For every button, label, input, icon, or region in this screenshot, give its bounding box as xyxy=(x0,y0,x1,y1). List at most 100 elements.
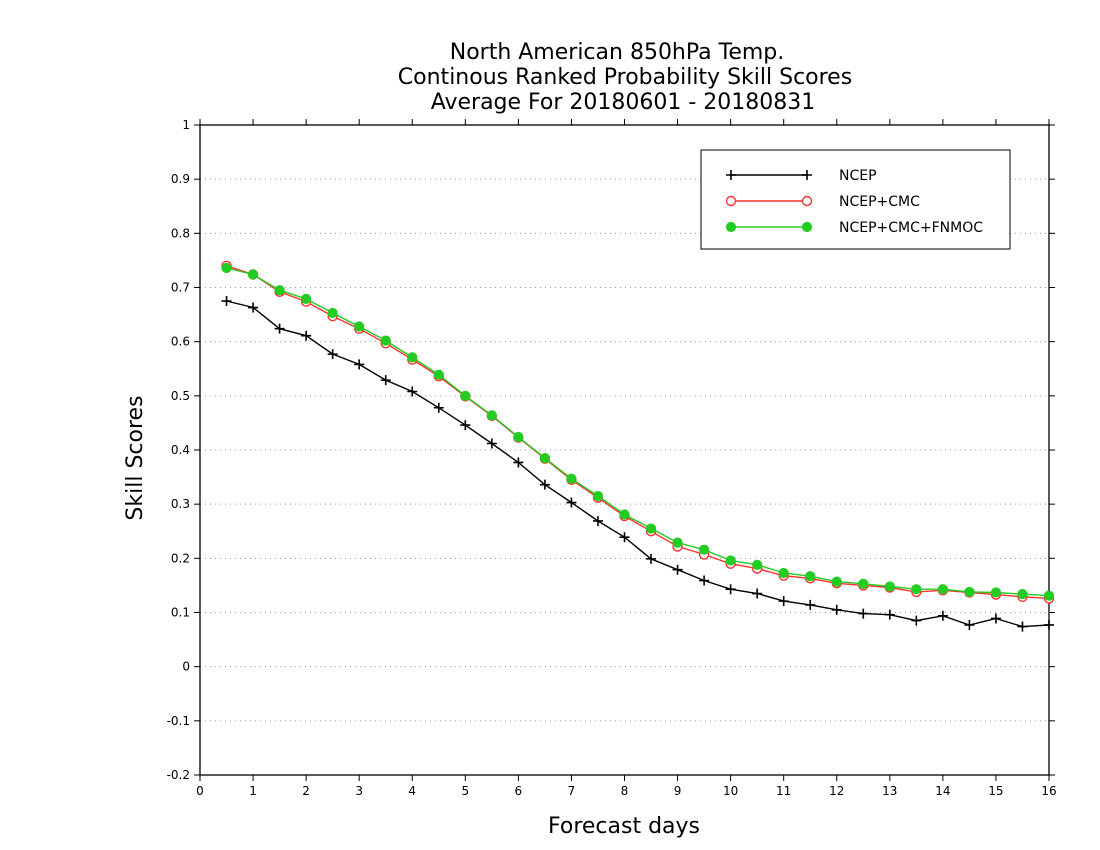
data-point xyxy=(486,410,497,421)
data-point xyxy=(752,588,763,599)
y-tick-label: 0.9 xyxy=(171,172,190,186)
data-point xyxy=(460,420,471,431)
x-axis-label: Forecast days xyxy=(548,814,700,839)
x-tick-label: 0 xyxy=(196,784,204,798)
y-tick-label: -0.1 xyxy=(167,714,190,728)
y-tick-label: 1 xyxy=(182,118,190,132)
data-point xyxy=(407,386,418,397)
data-point xyxy=(831,576,842,587)
data-point xyxy=(646,553,657,564)
data-point xyxy=(380,375,391,386)
y-tick-label: -0.2 xyxy=(167,768,190,782)
series-ncep-cmc xyxy=(221,260,1055,604)
data-point xyxy=(566,473,577,484)
data-point xyxy=(274,323,285,334)
data-point xyxy=(831,604,842,615)
data-point xyxy=(645,523,657,534)
data-point xyxy=(539,453,551,464)
data-point xyxy=(699,575,710,586)
data-point xyxy=(778,596,789,607)
y-tick-label: 0.3 xyxy=(171,497,190,511)
data-point xyxy=(937,584,948,595)
legend-box xyxy=(700,149,1011,250)
data-point xyxy=(460,390,471,401)
data-point xyxy=(433,402,444,413)
data-point xyxy=(937,610,948,621)
legend: NCEP NCEP+CMC NCEP+CMC+FNMOC xyxy=(700,149,1011,250)
data-point xyxy=(672,537,683,548)
data-point xyxy=(539,479,550,490)
data-point xyxy=(380,335,391,346)
data-point xyxy=(1017,621,1028,632)
data-point xyxy=(725,584,736,595)
data-point xyxy=(407,352,418,363)
data-point xyxy=(1017,588,1028,600)
x-tick-label: 4 xyxy=(408,784,416,798)
gridlines xyxy=(200,178,1049,722)
y-tick-label: 0.7 xyxy=(171,281,190,295)
data-point xyxy=(221,296,232,307)
data-point xyxy=(801,195,813,207)
x-tick-label: 16 xyxy=(1041,784,1056,798)
data-point xyxy=(486,438,497,449)
x-tick-label: 15 xyxy=(988,784,1003,798)
chart-title-line-2: Continous Ranked Probability Skill Score… xyxy=(398,65,852,90)
legend-label: NCEP xyxy=(839,168,877,184)
series-ncep xyxy=(221,296,1054,632)
data-point xyxy=(301,293,312,304)
data-point xyxy=(301,330,312,341)
x-tick-label: 5 xyxy=(461,784,469,798)
data-point xyxy=(911,615,922,626)
data-point xyxy=(433,369,444,380)
data-point xyxy=(592,490,604,502)
legend-label: NCEP+CMC+FNMOC xyxy=(839,220,983,236)
x-tick-label: 7 xyxy=(568,784,576,798)
data-point xyxy=(619,532,630,543)
data-point xyxy=(327,349,338,360)
data-point xyxy=(698,544,710,555)
data-point xyxy=(619,509,630,520)
y-tick-label: 0.5 xyxy=(171,389,190,403)
data-point xyxy=(592,515,603,526)
y-tick-label: 0.8 xyxy=(171,226,190,240)
y-tick-label: 0.1 xyxy=(171,606,190,620)
data-point xyxy=(725,555,736,566)
data-point xyxy=(990,613,1001,624)
x-tick-label: 6 xyxy=(515,784,523,798)
data-point xyxy=(725,195,737,207)
data-point xyxy=(964,619,975,630)
y-axis-label: Skill Scores xyxy=(123,395,148,520)
legend-item: NCEP xyxy=(726,168,877,184)
x-tick-label: 9 xyxy=(674,784,682,798)
data-point xyxy=(990,587,1002,598)
data-point xyxy=(911,584,922,595)
data-point xyxy=(778,567,789,579)
data-point xyxy=(354,321,365,332)
data-point xyxy=(354,359,365,370)
series-line xyxy=(226,267,1050,597)
data-point xyxy=(884,609,895,620)
data-point xyxy=(513,431,524,443)
x-tick-label: 12 xyxy=(829,784,844,798)
data-point xyxy=(327,307,338,319)
x-tick-label: 11 xyxy=(776,784,791,798)
data-point xyxy=(726,170,736,180)
x-tick-label: 14 xyxy=(935,784,950,798)
series-group xyxy=(221,260,1055,632)
y-tick-label: 0 xyxy=(182,660,190,674)
y-tick-label: 0.2 xyxy=(171,551,190,565)
data-point xyxy=(725,221,737,233)
data-point xyxy=(802,170,812,180)
data-point xyxy=(1043,590,1055,601)
series-line xyxy=(226,300,1050,628)
data-point xyxy=(1044,619,1054,630)
series-ncep-cmc-fnmoc xyxy=(221,262,1055,601)
chart-title-line-1: North American 850hPa Temp. xyxy=(450,40,785,65)
legend-item: NCEP+CMC xyxy=(725,194,920,210)
legend-item: NCEP+CMC+FNMOC xyxy=(725,220,983,236)
x-tick-label: 13 xyxy=(882,784,897,798)
x-tick-label: 3 xyxy=(355,784,363,798)
data-point xyxy=(801,221,813,233)
data-point xyxy=(858,608,869,619)
